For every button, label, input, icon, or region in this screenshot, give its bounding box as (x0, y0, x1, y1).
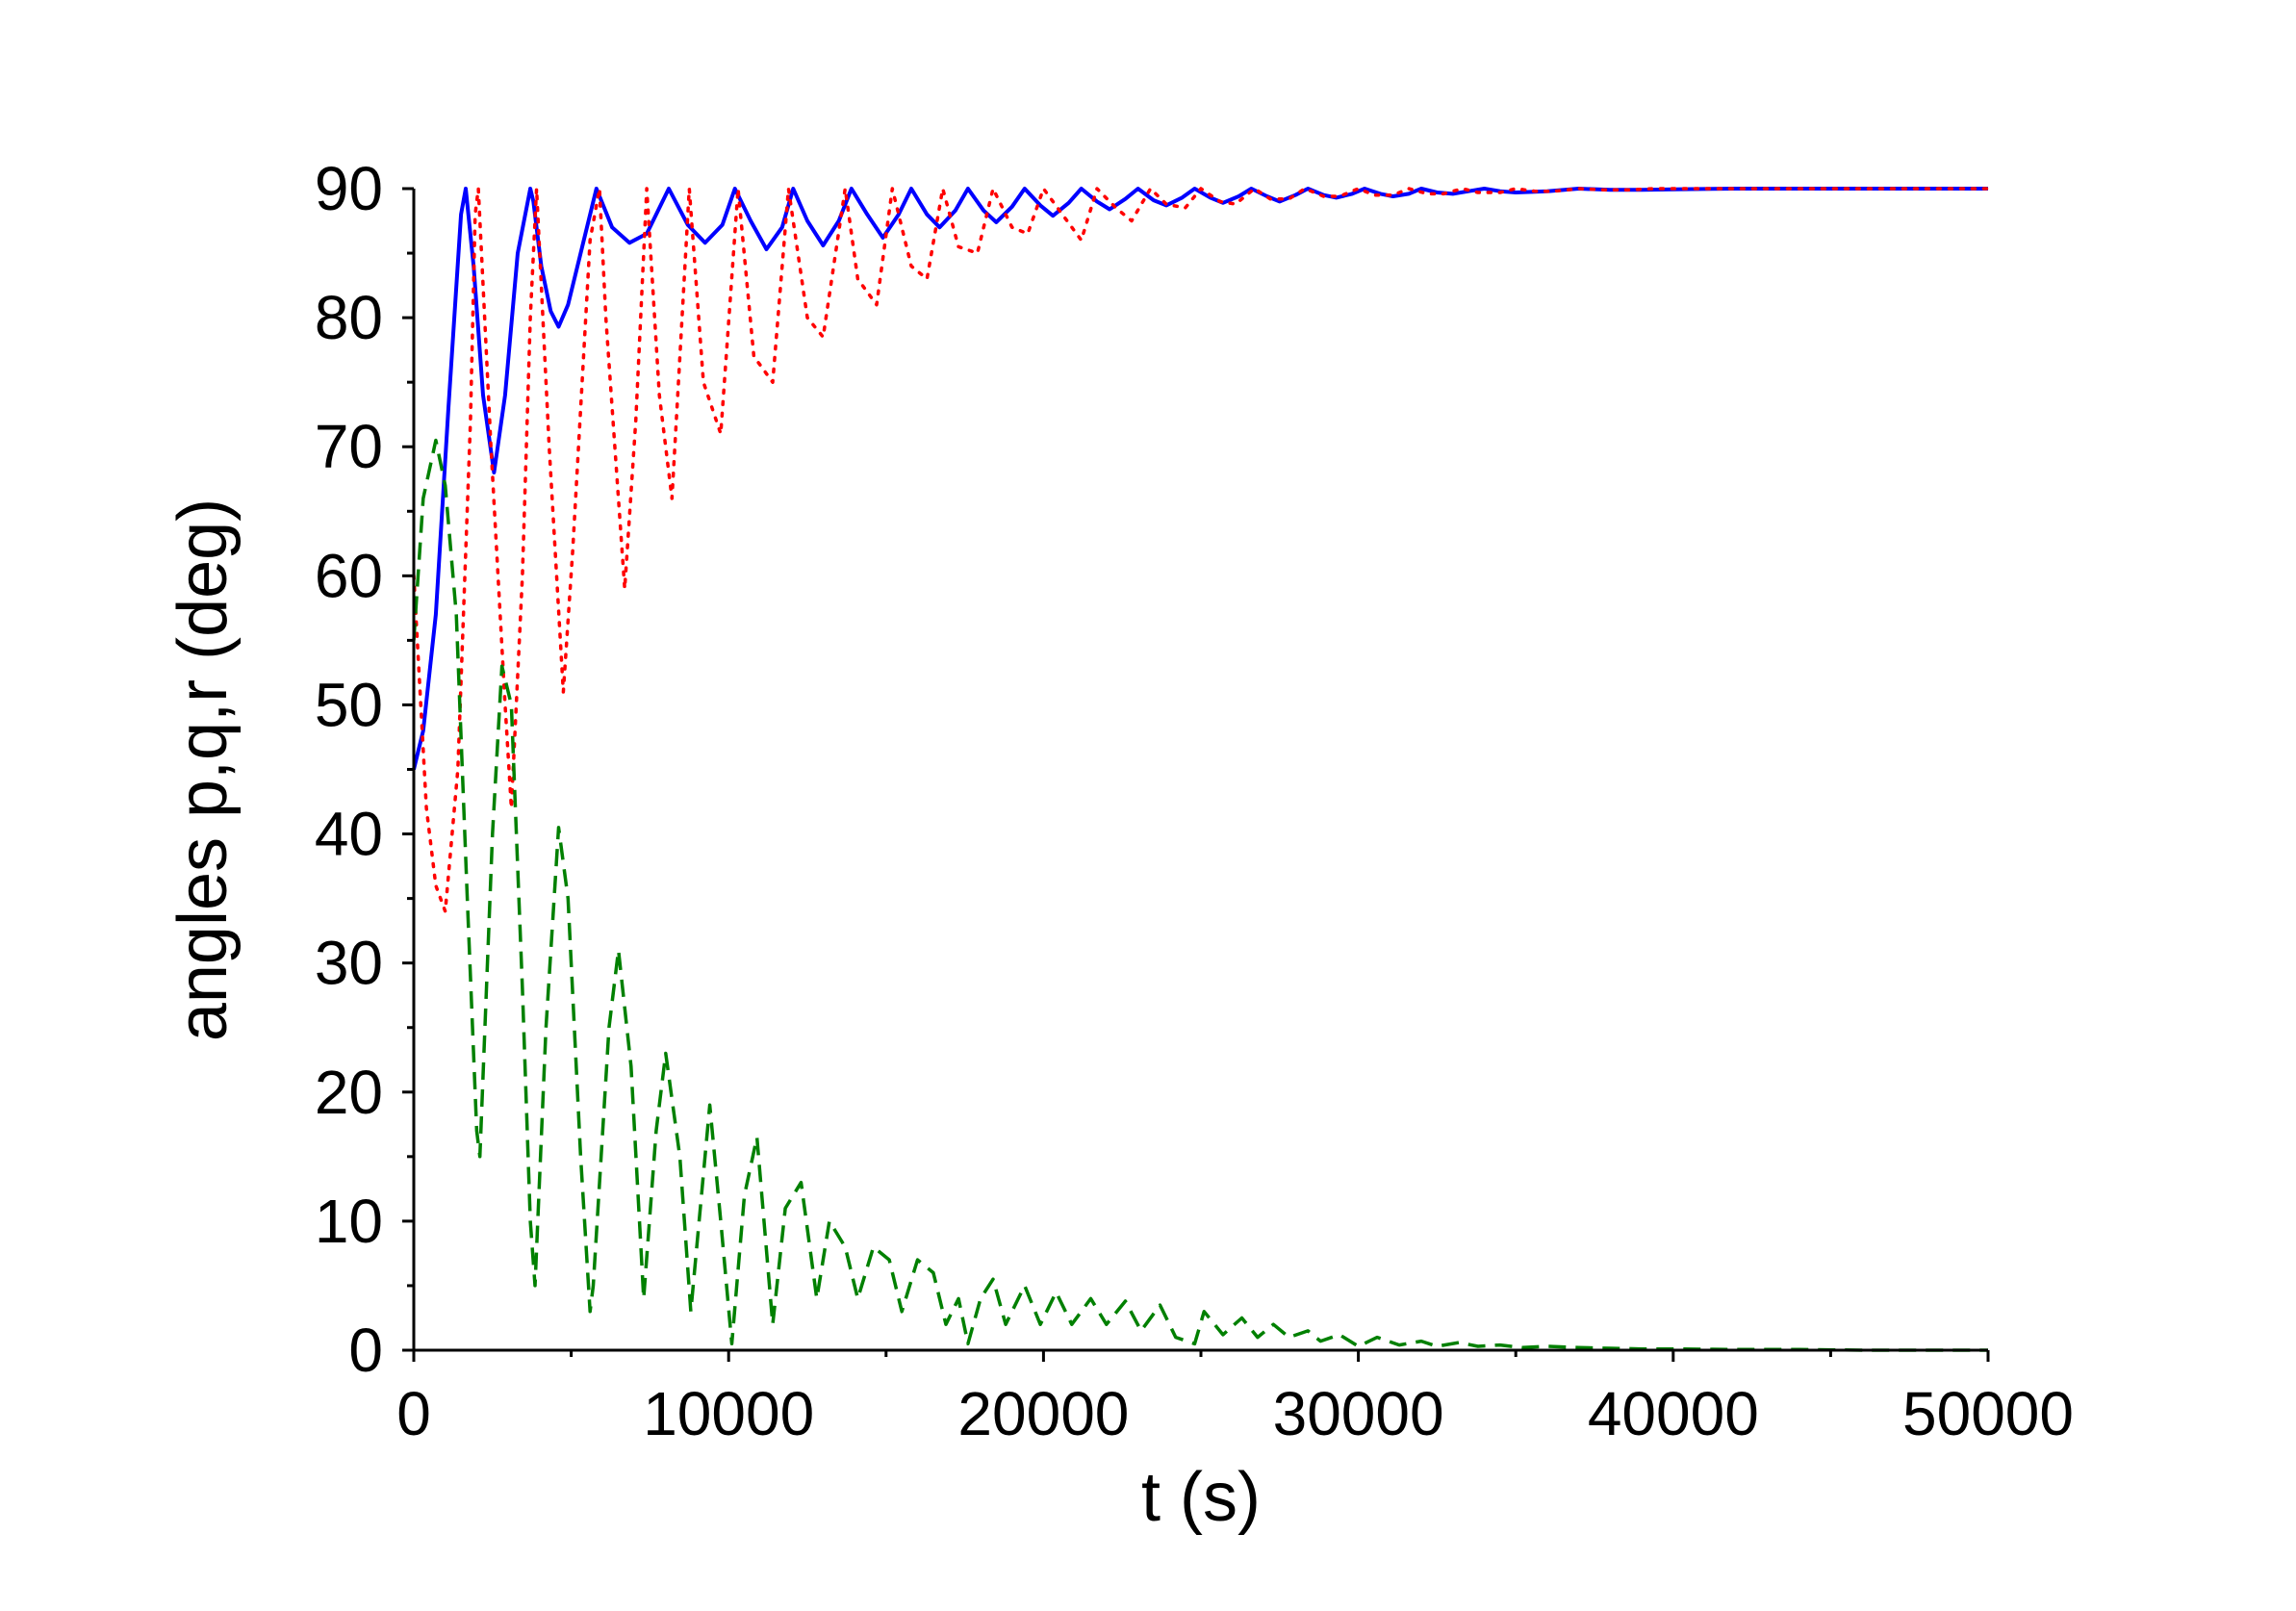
x-tick-label: 40000 (1588, 1379, 1759, 1448)
y-tick-label: 40 (315, 800, 383, 869)
y-tick-label: 20 (315, 1058, 383, 1127)
y-tick-label: 50 (315, 670, 383, 739)
x-tick-label: 0 (396, 1379, 431, 1448)
y-tick-label: 30 (315, 929, 383, 998)
x-axis-title: t (s) (1141, 1459, 1261, 1536)
y-tick-label: 60 (315, 541, 383, 610)
y-tick-label: 90 (315, 154, 383, 223)
y-tick-label: 0 (348, 1316, 383, 1385)
series-line-dotted (412, 187, 1990, 913)
x-tick-label: 30000 (1273, 1379, 1444, 1448)
ticks-layer: 0 10 20 30 40 50 60 70 80 90 0 10000 20000 30000 40000… (315, 154, 2074, 1448)
x-tick-label: 10000 (643, 1379, 814, 1448)
y-tick-label: 80 (315, 283, 383, 352)
x-tick-label: 50000 (1902, 1379, 2074, 1448)
x-tick-label: 20000 (957, 1379, 1129, 1448)
y-tick-label: 10 (315, 1187, 383, 1256)
axes-layer (412, 189, 1988, 1352)
y-tick-label: 70 (315, 412, 383, 481)
y-axis-title: angles p,q,r (deg) (165, 499, 242, 1041)
series-layer (412, 187, 1990, 1352)
series-line-dashed (412, 438, 1988, 1352)
series-line-solid (412, 187, 1988, 770)
